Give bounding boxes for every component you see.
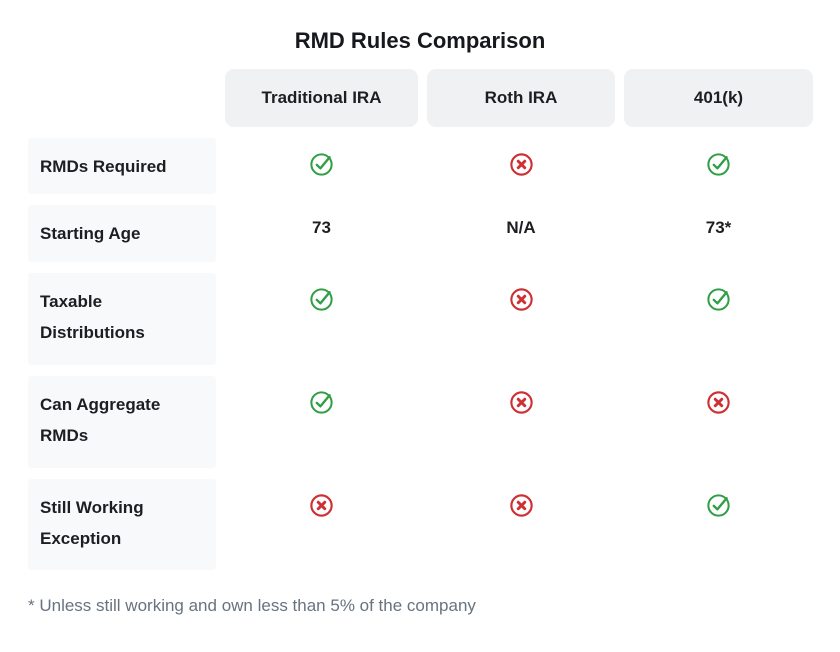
- cell-value: 73: [312, 218, 331, 237]
- check-circle-icon: [225, 273, 418, 365]
- check-circle-icon: [225, 376, 418, 468]
- x-circle-icon: [427, 138, 615, 194]
- x-circle-icon: [225, 479, 418, 570]
- corner-spacer: [28, 69, 216, 127]
- x-circle-icon: [427, 273, 615, 365]
- comparison-table: Traditional IRA Roth IRA 401(k) RMDs Req…: [28, 69, 818, 570]
- row-label: Can Aggregate RMDs: [28, 376, 216, 468]
- check-circle-icon: [624, 138, 813, 194]
- cell-value: 73*: [705, 218, 732, 237]
- page-title: RMD Rules Comparison: [294, 28, 546, 53]
- x-circle-icon: [427, 479, 615, 570]
- x-circle-icon: [427, 376, 615, 468]
- check-circle-icon: [624, 273, 813, 365]
- x-circle-icon: [624, 376, 813, 468]
- row-label: RMDs Required: [28, 138, 216, 194]
- column-header-traditional-ira: Traditional IRA: [225, 69, 418, 127]
- row-label: Taxable Distributions: [28, 273, 216, 365]
- check-circle-icon: [624, 479, 813, 570]
- row-label: Starting Age: [28, 205, 216, 262]
- check-circle-icon: [225, 138, 418, 194]
- column-header-401k: 401(k): [624, 69, 813, 127]
- cell-value: N/A: [506, 218, 536, 237]
- row-label: Still Working Exception: [28, 479, 216, 570]
- column-header-roth-ira: Roth IRA: [427, 69, 615, 127]
- footnote: * Unless still working and own less than…: [28, 596, 476, 615]
